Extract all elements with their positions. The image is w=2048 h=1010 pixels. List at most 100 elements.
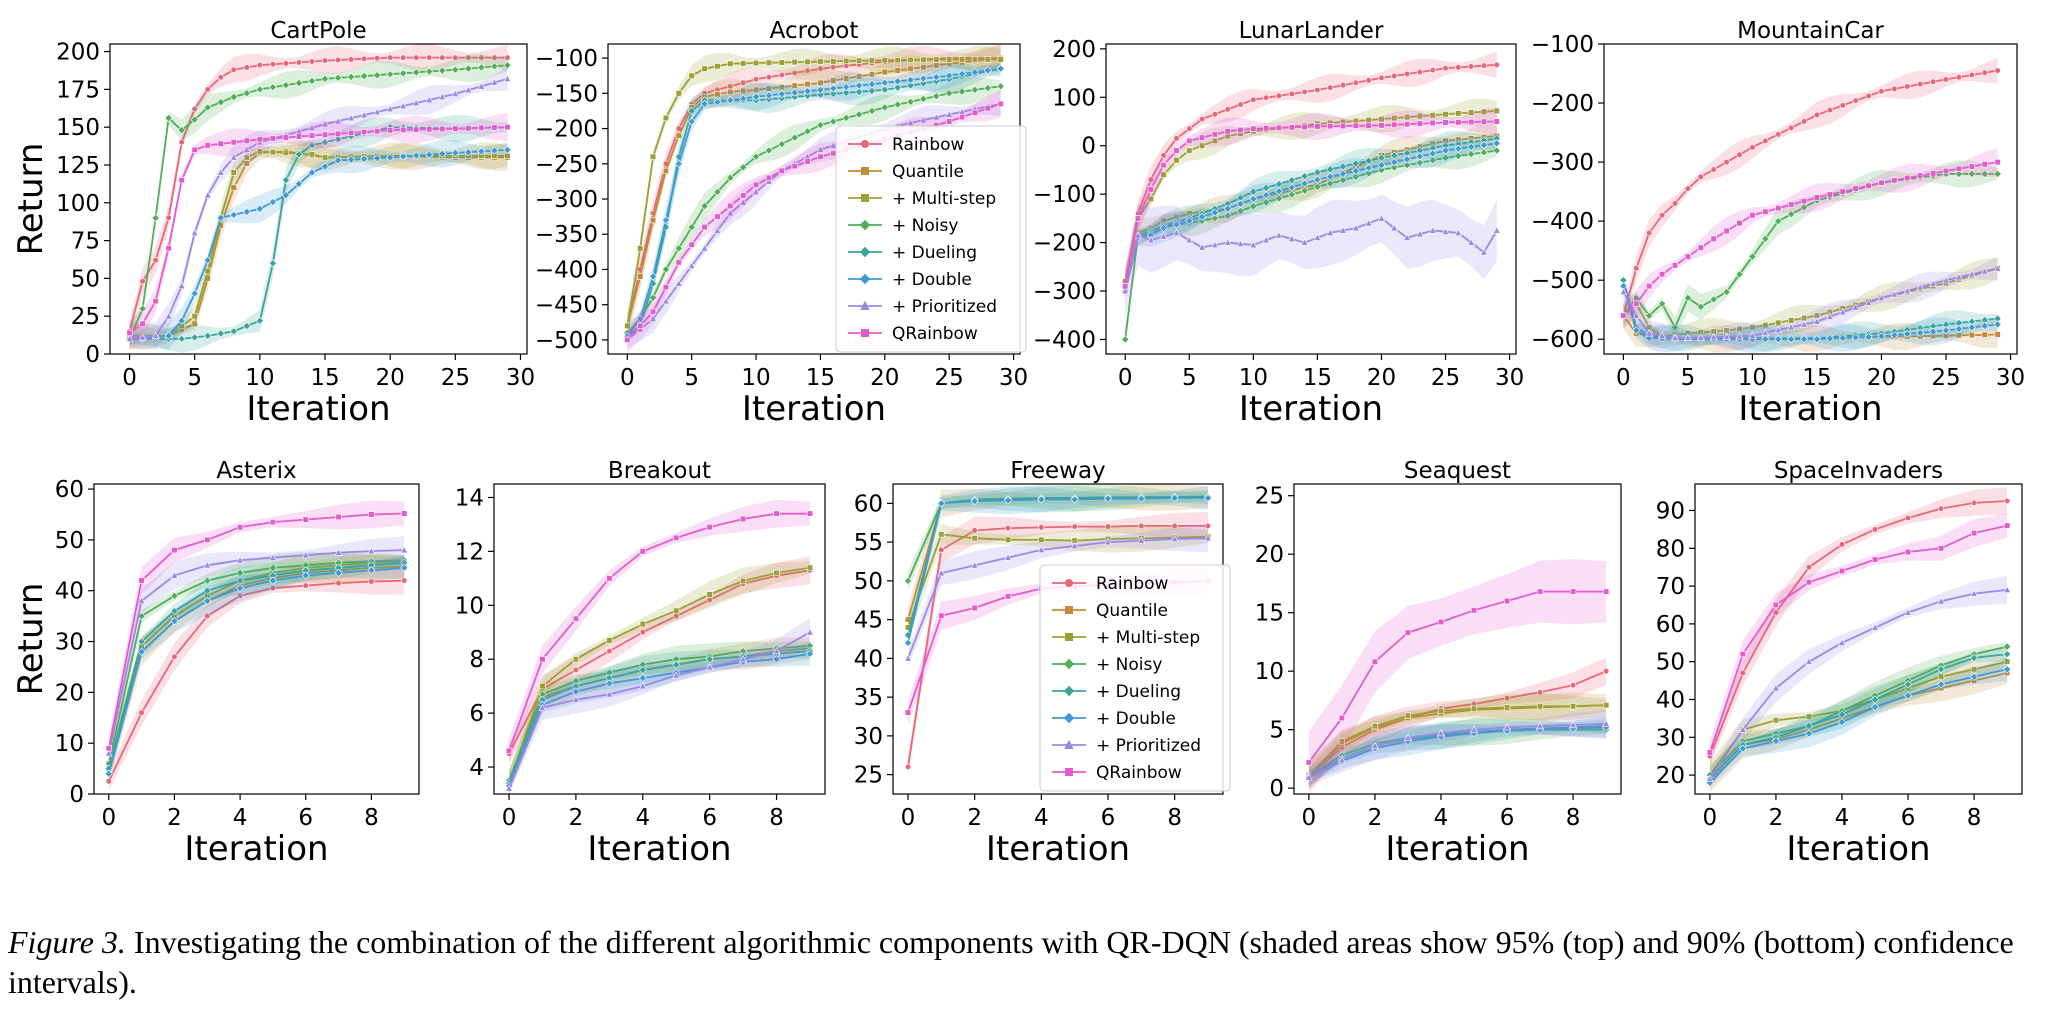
confidence-band xyxy=(1308,709,1607,786)
x-tick-label: 6 xyxy=(1901,805,1916,831)
data-point xyxy=(164,114,173,123)
data-point xyxy=(539,683,546,690)
data-point xyxy=(1305,773,1313,781)
data-point xyxy=(308,151,316,158)
data-point xyxy=(335,580,342,587)
chart-title: LunarLander xyxy=(1239,18,1384,44)
x-tick-label: 10 xyxy=(1239,365,1268,391)
x-tick-label: 0 xyxy=(122,365,137,391)
data-point xyxy=(321,131,329,138)
data-point xyxy=(938,531,945,538)
data-point xyxy=(867,80,877,89)
data-point xyxy=(138,333,147,341)
data-point xyxy=(1645,311,1654,320)
data-point xyxy=(648,272,658,281)
data-point xyxy=(1172,228,1181,237)
data-point xyxy=(1851,333,1860,342)
confidence-band xyxy=(1308,717,1607,787)
data-point xyxy=(662,114,670,122)
confidence-band xyxy=(1125,194,1497,318)
data-point xyxy=(1287,190,1296,199)
data-point xyxy=(726,173,735,182)
data-point xyxy=(335,513,342,521)
series-multi-step xyxy=(624,45,1004,340)
data-point xyxy=(178,139,185,146)
data-point xyxy=(906,75,915,84)
data-point xyxy=(1813,317,1821,325)
data-point xyxy=(1416,229,1424,238)
data-point xyxy=(714,91,721,98)
data-point xyxy=(816,85,825,94)
data-point xyxy=(204,536,211,544)
data-point xyxy=(164,311,173,320)
data-point xyxy=(1147,195,1154,203)
data-point xyxy=(1211,111,1219,118)
data-point xyxy=(638,665,647,675)
data-point xyxy=(1429,112,1436,119)
data-point xyxy=(1203,493,1213,503)
data-point xyxy=(1437,707,1445,715)
data-point xyxy=(804,81,811,88)
data-point xyxy=(1709,332,1718,341)
data-point xyxy=(491,54,498,61)
x-tick-label: 30 xyxy=(1495,365,1524,391)
data-point xyxy=(714,213,721,220)
axes-frame xyxy=(493,483,826,795)
legend-marker xyxy=(861,329,869,337)
data-point xyxy=(606,637,613,644)
data-point xyxy=(282,149,290,156)
series-line xyxy=(107,559,405,764)
confidence-band xyxy=(1709,513,2008,765)
data-point xyxy=(1480,62,1488,69)
data-point xyxy=(1749,144,1756,151)
data-point xyxy=(1696,302,1705,311)
data-point xyxy=(1147,186,1154,193)
data-point xyxy=(1736,325,1743,333)
data-point xyxy=(464,85,473,94)
y-tick-label: −350 xyxy=(535,222,598,248)
data-point xyxy=(868,57,876,64)
data-point xyxy=(451,65,460,74)
data-point xyxy=(1671,262,1679,269)
y-tick-label: −500 xyxy=(535,328,598,354)
chart-title: CartPole xyxy=(270,18,366,44)
series-line xyxy=(508,512,810,752)
x-axis-label: Iteration xyxy=(1385,829,1529,869)
data-point xyxy=(1467,238,1476,246)
data-point xyxy=(674,279,683,287)
x-tick-label: 30 xyxy=(1996,365,2025,391)
y-tick-label: 12 xyxy=(455,539,484,565)
data-point xyxy=(996,64,1005,73)
data-point xyxy=(1929,279,1937,287)
data-point xyxy=(302,582,309,589)
data-point xyxy=(919,79,928,88)
data-point xyxy=(1865,92,1872,99)
data-point xyxy=(842,113,851,123)
data-point xyxy=(1536,689,1544,696)
data-point xyxy=(997,56,1004,63)
data-point xyxy=(413,126,420,133)
data-point xyxy=(816,120,825,130)
data-point xyxy=(1981,331,1988,338)
data-point xyxy=(829,117,838,126)
data-point xyxy=(1377,161,1386,170)
series-double xyxy=(1705,657,2012,788)
data-point xyxy=(191,313,198,320)
data-point xyxy=(477,63,486,72)
data-point xyxy=(1391,72,1398,79)
data-point xyxy=(906,81,915,90)
data-point xyxy=(1173,135,1180,142)
data-point xyxy=(1429,67,1436,74)
data-point xyxy=(400,126,407,133)
data-point xyxy=(1186,137,1193,144)
data-point xyxy=(105,745,112,752)
data-point xyxy=(1365,77,1372,84)
x-tick-label: 25 xyxy=(1431,365,1460,391)
data-point xyxy=(229,327,238,336)
confidence-band xyxy=(1308,718,1607,783)
data-point xyxy=(1237,101,1244,108)
x-tick-label: 2 xyxy=(1769,805,1784,831)
legend-label: QRainbow xyxy=(1096,763,1182,783)
series-qrainbow xyxy=(1122,107,1500,299)
y-tick-label: 30 xyxy=(55,630,84,656)
